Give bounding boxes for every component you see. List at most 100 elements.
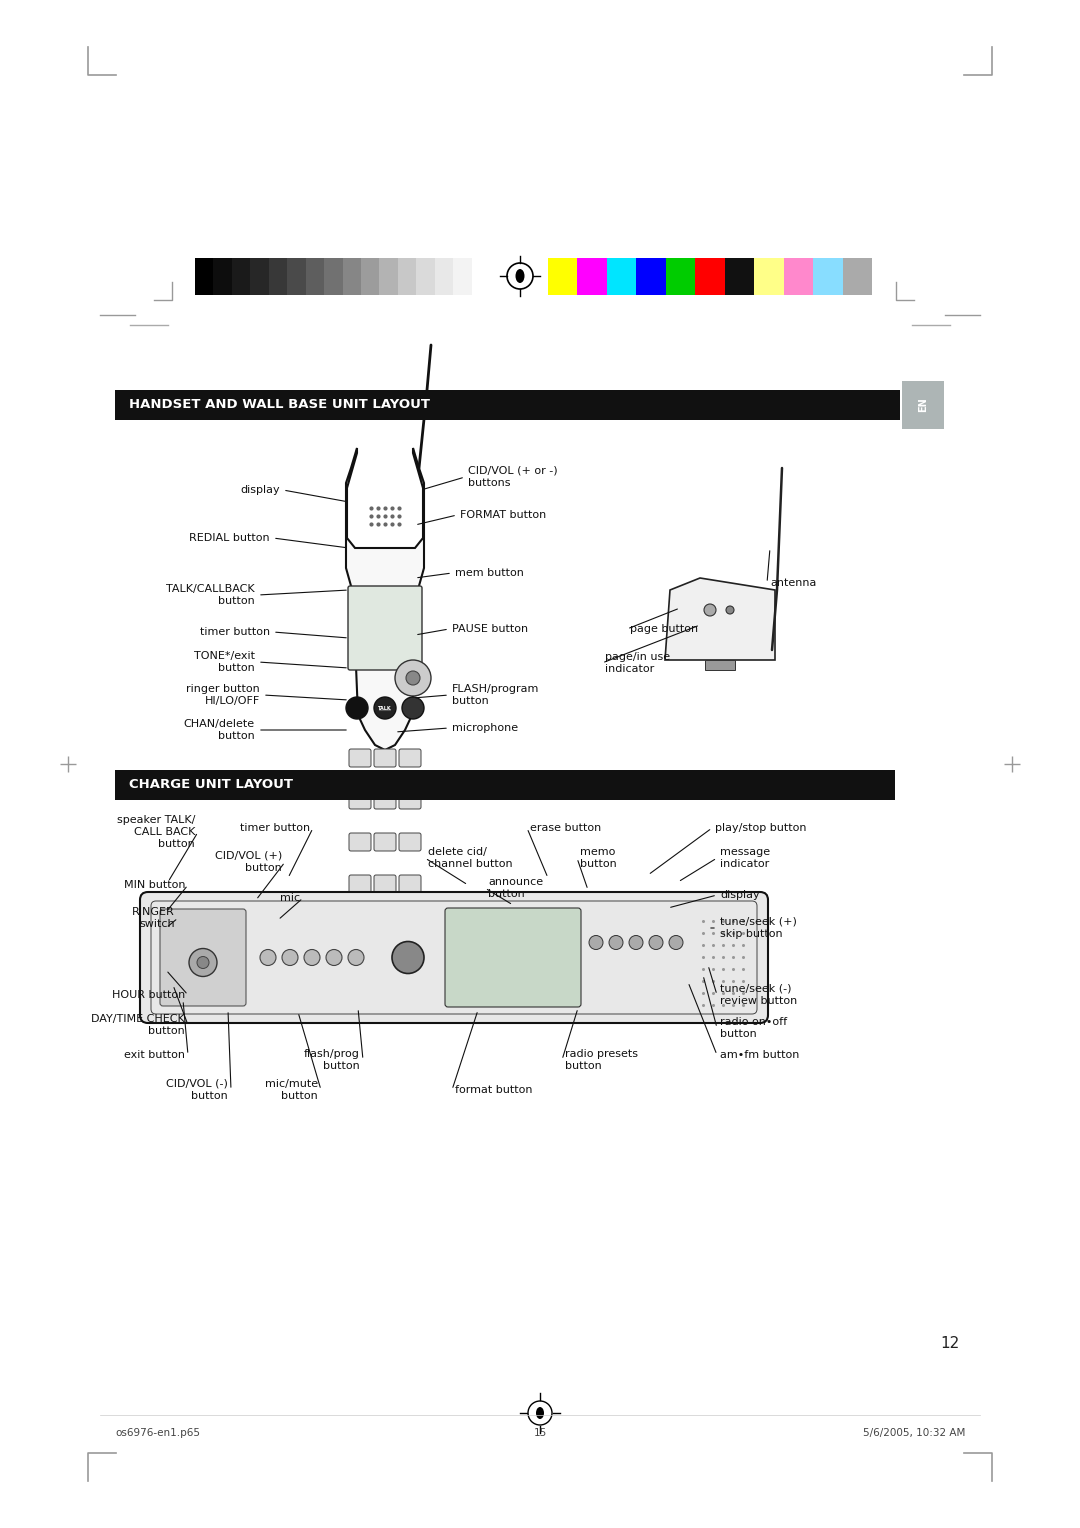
Text: display: display [241,484,280,495]
Circle shape [589,935,603,949]
Text: CID/VOL (+)
button: CID/VOL (+) button [215,851,282,872]
Text: announce
button: announce button [488,877,543,898]
Circle shape [406,671,420,685]
Circle shape [260,949,276,966]
Text: play/stop button: play/stop button [715,824,807,833]
Circle shape [282,949,298,966]
Text: MIN button: MIN button [123,880,185,889]
Text: DAY/TIME CHECK
button: DAY/TIME CHECK button [91,1013,185,1036]
Text: delete cid/
channel button: delete cid/ channel button [428,847,513,869]
Text: TALK: TALK [378,706,392,711]
Text: CID/VOL (+ or -)
buttons: CID/VOL (+ or -) buttons [468,466,557,489]
Circle shape [303,949,320,966]
Bar [114,390,900,420]
Bar [342,258,361,295]
Text: exit button: exit button [124,1050,185,1060]
Text: timer button: timer button [240,824,310,833]
Text: tune/seek (-)
review button: tune/seek (-) review button [720,984,797,1007]
Bar [287,258,306,295]
Text: mem button: mem button [455,568,524,578]
Bar [306,258,324,295]
Circle shape [726,607,734,614]
Text: memo
button: memo button [580,847,617,869]
Circle shape [609,935,623,949]
Text: HOUR button: HOUR button [111,990,185,999]
Text: display: display [720,889,759,900]
Bar [214,258,232,295]
Circle shape [395,660,431,695]
Text: PAUSE button: PAUSE button [453,623,528,634]
FancyBboxPatch shape [374,917,396,935]
FancyBboxPatch shape [374,876,396,892]
Text: CID/VOL (-)
button: CID/VOL (-) button [166,1079,228,1102]
Text: TONE*/exit
button: TONE*/exit button [194,651,255,674]
Text: 15: 15 [534,1429,546,1438]
Text: am•fm button: am•fm button [720,1050,799,1060]
Text: format button: format button [455,1085,532,1096]
Circle shape [374,697,396,720]
FancyBboxPatch shape [140,892,768,1024]
Text: ringer button
HI/LO/OFF: ringer button HI/LO/OFF [186,685,260,706]
Circle shape [649,935,663,949]
Bar [754,258,784,295]
Text: mic: mic [280,892,300,903]
Ellipse shape [515,269,525,283]
Circle shape [392,941,424,973]
Bar [195,258,214,295]
Bar [665,258,696,295]
FancyBboxPatch shape [374,792,396,808]
Text: mic/mute
button: mic/mute button [265,1079,318,1102]
FancyBboxPatch shape [160,909,246,1005]
FancyBboxPatch shape [399,749,421,767]
FancyBboxPatch shape [399,833,421,851]
Text: 12: 12 [941,1335,960,1351]
Bar [472,258,490,295]
Bar [636,258,665,295]
Text: CHAN/delete
button: CHAN/delete button [184,718,255,741]
Bar [454,258,472,295]
Text: REDIAL button: REDIAL button [189,533,270,542]
Bar [578,258,607,295]
Bar [902,380,944,429]
Text: speaker TALK/
CALL BACK
button: speaker TALK/ CALL BACK button [117,814,195,850]
Bar [725,258,754,295]
Text: flash/prog
button: flash/prog button [305,1048,360,1071]
Circle shape [704,604,716,616]
FancyBboxPatch shape [349,833,372,851]
Polygon shape [665,578,775,660]
Bar [705,660,735,669]
Circle shape [326,949,342,966]
Text: CHARGE UNIT LAYOUT: CHARGE UNIT LAYOUT [129,778,293,792]
Bar [379,258,397,295]
Text: microphone: microphone [453,723,518,733]
Bar [251,258,269,295]
Bar [696,258,725,295]
Bar [416,258,434,295]
Text: message
indicator: message indicator [720,847,770,869]
Text: TALK/CALLBACK
button: TALK/CALLBACK button [166,584,255,607]
Bar [397,258,416,295]
Polygon shape [346,448,424,750]
Ellipse shape [536,1407,544,1420]
FancyBboxPatch shape [374,749,396,767]
FancyBboxPatch shape [399,917,421,935]
Circle shape [629,935,643,949]
FancyBboxPatch shape [399,876,421,892]
Circle shape [348,949,364,966]
Text: antenna: antenna [770,578,816,588]
Text: EN: EN [918,397,928,413]
Bar [361,258,379,295]
Bar [784,258,813,295]
Text: tune/seek (+)
skip button: tune/seek (+) skip button [720,917,797,940]
Circle shape [402,697,424,720]
Bar [434,258,454,295]
Text: HANDSET AND WALL BASE UNIT LAYOUT: HANDSET AND WALL BASE UNIT LAYOUT [129,399,430,411]
Bar [842,258,872,295]
FancyBboxPatch shape [349,749,372,767]
Text: 5/6/2005, 10:32 AM: 5/6/2005, 10:32 AM [863,1429,966,1438]
Bar [232,258,251,295]
Bar [813,258,842,295]
Circle shape [669,935,683,949]
FancyBboxPatch shape [349,876,372,892]
FancyBboxPatch shape [445,908,581,1007]
